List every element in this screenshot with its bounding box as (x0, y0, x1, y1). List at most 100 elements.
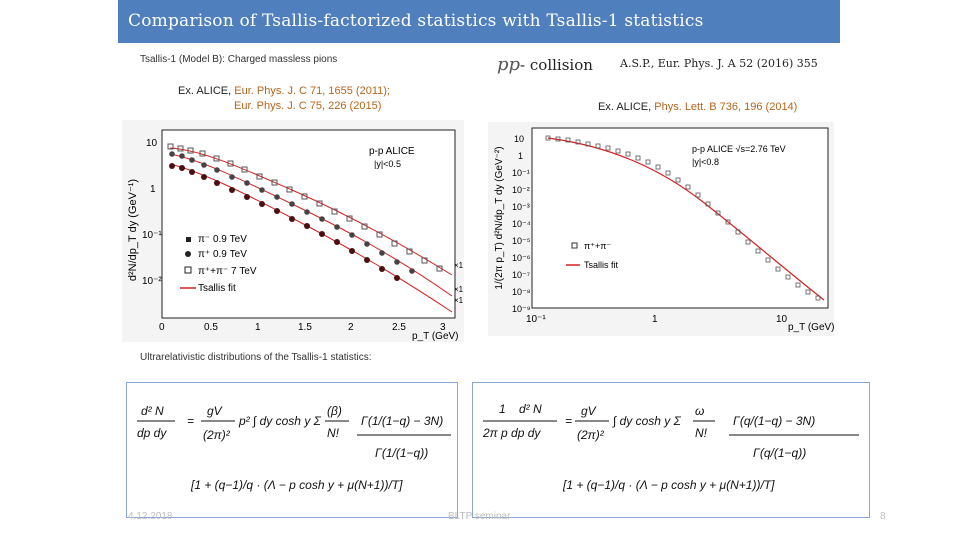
svg-text:Γ(q/(1−q) − 3N): Γ(q/(1−q) − 3N) (733, 414, 815, 428)
left-plot-panel: d²N/dp_T dy (GeV⁻¹) 10 1 10⁻¹ 10⁻² 0 0.5… (122, 120, 464, 342)
left-xtick-3: 1.5 (298, 322, 312, 333)
right-ytick-8: 10⁻⁷ (512, 270, 530, 280)
svg-text:[1 + (q−1)/q · (Λ − p cosh y +: [1 + (q−1)/q · (Λ − p cosh y + μ(N+1))/T… (190, 478, 403, 492)
left-ytick-2: 10⁻¹ (142, 230, 162, 241)
right-ytick-9: 10⁻⁸ (512, 287, 531, 297)
left-legend-3: Tsallis fit (198, 283, 236, 294)
ex-left-line1: Ex. ALICE, Eur. Phys. J. C 71, 1655 (201… (178, 85, 390, 97)
svg-text:1: 1 (499, 402, 506, 416)
right-ytick-7: 10⁻⁶ (512, 253, 531, 263)
left-scale-2: ×1 (454, 296, 464, 305)
left-ylabel: d²N/dp_T dy (GeV⁻¹) (127, 179, 139, 281)
right-xtick-0: 10⁻¹ (526, 314, 546, 325)
collision-label: pp- collision (497, 54, 593, 75)
left-scale-0: ×1 (454, 261, 464, 270)
right-ytick-1: 1 (518, 151, 523, 161)
legend-open-marker (184, 266, 192, 274)
left-xtick-1: 0.5 (204, 322, 218, 333)
left-series-pi-plus (169, 151, 453, 297)
left-series-pi-minus (169, 163, 453, 313)
ex-left-prefix: Ex. ALICE, (178, 85, 235, 97)
svg-text:=: = (565, 414, 572, 428)
svg-text:gV: gV (207, 404, 223, 418)
ex-right-ref: Phys. Lett. B 736, 196 (2014) (654, 101, 798, 113)
left-scale-1: ×1 (454, 285, 464, 294)
left-ytick-3: 10⁻² (142, 276, 162, 287)
svg-text:p² ∫ dy cosh y Σ: p² ∫ dy cosh y Σ (238, 414, 322, 428)
svg-text:d² N: d² N (141, 404, 164, 418)
left-legend-1: π⁺ 0.9 TeV (198, 249, 247, 260)
left-plot-header: p-p ALICE (369, 146, 415, 157)
left-xtick-0: 0 (159, 322, 165, 333)
model-note: Tsallis-1 (Model B): Charged massless pi… (140, 54, 338, 65)
left-legend: π⁻ 0.9 TeV π⁺ 0.9 TeV π⁺+π⁻ 7 TeV Tsalli… (180, 234, 257, 294)
svg-text:∫ dy cosh y Σ: ∫ dy cosh y Σ (612, 414, 682, 428)
svg-text:[1 + (q−1)/q · (Λ − p cosh y +: [1 + (q−1)/q · (Λ − p cosh y + μ(N+1))/T… (562, 478, 775, 492)
slide-title: Comparison of Tsallis-factorized statist… (118, 0, 840, 43)
ex-left-ref1: Eur. Phys. J. C 71, 1655 (2011); (234, 85, 390, 97)
left-legend-2: π⁺+π⁻ 7 TeV (198, 266, 257, 277)
citation-right: A.S.P., Eur. Phys. J. A 52 (2016) 355 (620, 57, 818, 70)
svg-text:(2π)²: (2π)² (203, 428, 231, 442)
left-series-open (167, 143, 453, 276)
footer-date: 4.12.2018 (128, 511, 173, 522)
svg-text:d² N: d² N (519, 402, 542, 416)
right-legend-1: Tsallis fit (584, 260, 619, 270)
ex-left-ref2: Eur. Phys. J. C 75, 226 (2015) (234, 100, 382, 112)
left-xlabel: p_T (GeV) (412, 331, 459, 342)
right-plot-panel: 1/(2π p_T) d²N/dp_T dy (GeV⁻²) 10 1 10⁻¹… (488, 122, 835, 336)
legend-square-marker (186, 237, 191, 242)
right-xlabel: p_T (GeV) (788, 322, 834, 333)
right-xtick-1: 1 (652, 314, 658, 325)
right-ytick-6: 10⁻⁵ (512, 236, 531, 246)
right-plot-subheader: |y|<0.8 (692, 157, 719, 167)
right-legend: π⁺+π⁻ Tsallis fit (566, 241, 619, 270)
right-ytick-4: 10⁻³ (512, 202, 530, 212)
right-ytick-0: 10 (514, 134, 524, 144)
left-xtick-6: 3 (440, 322, 446, 333)
svg-text:gV: gV (581, 404, 597, 418)
svg-text:=: = (187, 414, 194, 428)
svg-text:N!: N! (327, 426, 340, 440)
right-xtick-2: 10 (776, 314, 788, 325)
svg-text:2π p dp dy: 2π p dp dy (482, 426, 541, 440)
right-legend-marker (571, 242, 578, 249)
left-legend-0: π⁻ 0.9 TeV (198, 234, 247, 245)
left-xtick-2: 1 (255, 322, 261, 333)
svg-text:ω: ω (695, 404, 704, 418)
left-ytick-1: 1 (150, 184, 156, 195)
ultra-note: Ultrarelativistic distributions of the T… (140, 352, 372, 363)
svg-text:Γ(1/(1−q)): Γ(1/(1−q)) (375, 446, 428, 460)
right-plot-header: p-p ALICE √s=2.76 TeV (692, 144, 786, 154)
svg-text:dp dy: dp dy (137, 426, 167, 440)
ex-right-prefix: Ex. ALICE, (598, 101, 655, 113)
formula-right-svg: 1 d² N 2π p dp dy = gV (2π)² ∫ dy cosh y… (482, 402, 859, 492)
left-xtick-4: 2 (348, 322, 354, 333)
right-legend-0: π⁺+π⁻ (584, 241, 611, 251)
right-ytick-10: 10⁻⁹ (512, 304, 531, 314)
formula-box-right: 1 d² N 2π p dp dy = gV (2π)² ∫ dy cosh y… (472, 382, 870, 518)
right-ytick-5: 10⁻⁴ (512, 219, 531, 229)
ex-left-line2: Eur. Phys. J. C 75, 226 (2015) (234, 100, 381, 112)
svg-text:(β): (β) (327, 404, 342, 418)
left-plot-svg: d²N/dp_T dy (GeV⁻¹) 10 1 10⁻¹ 10⁻² 0 0.5… (127, 129, 464, 342)
svg-text:Γ(q/(1−q)): Γ(q/(1−q)) (753, 446, 806, 460)
left-xtick-5: 2.5 (392, 322, 406, 333)
collision-symbol: pp (497, 54, 521, 75)
right-ytick-3: 10⁻² (512, 185, 530, 195)
right-plot-svg: 1/(2π p_T) d²N/dp_T dy (GeV⁻²) 10 1 10⁻¹… (494, 127, 835, 333)
ex-right-line: Ex. ALICE, Phys. Lett. B 736, 196 (2014) (598, 101, 797, 113)
left-ytick-0: 10 (146, 138, 158, 149)
right-plot-frame (531, 127, 829, 309)
footer-page-number: 8 (880, 511, 886, 522)
right-ylabel: 1/(2π p_T) d²N/dp_T dy (GeV⁻²) (494, 146, 505, 289)
left-plot-subheader: |y|<0.5 (374, 159, 401, 169)
svg-text:(2π)²: (2π)² (577, 428, 605, 442)
collision-text: - collision (520, 56, 593, 74)
svg-text:N!: N! (695, 426, 708, 440)
formula-left-svg: d² N dp dy = gV (2π)² p² ∫ dy cosh y Σ (… (137, 404, 451, 492)
formula-box-left: d² N dp dy = gV (2π)² p² ∫ dy cosh y Σ (… (126, 382, 458, 518)
svg-text:Γ(1/(1−q) − 3N): Γ(1/(1−q) − 3N) (361, 414, 443, 428)
right-series (545, 135, 825, 301)
legend-circle-marker (185, 251, 191, 257)
